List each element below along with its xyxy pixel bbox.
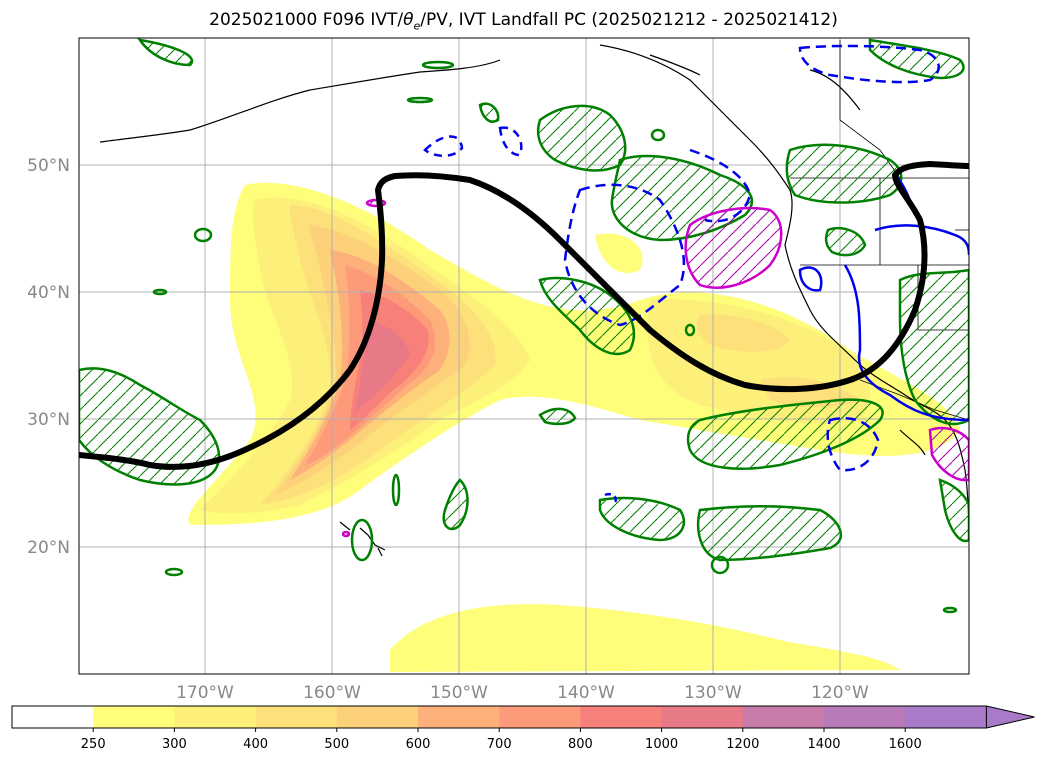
colorbar-segment (418, 706, 500, 728)
lat-label-40: 40°N (27, 283, 70, 303)
colorbar-segment (174, 706, 257, 728)
colorbar-tick-label: 1000 (645, 737, 678, 752)
colorbar-tick-label: 250 (81, 737, 106, 752)
title-theta-sub: e (413, 19, 421, 33)
title-rest: /PV, IVT Landfall PC (2025021212 - 20250… (420, 10, 838, 30)
map-frame (78, 37, 970, 675)
lon-label-140: 140°W (557, 683, 615, 703)
theta-positive (341, 198, 969, 538)
colorbar-tick-label: 1400 (807, 737, 840, 752)
lon-label-160: 160°W (303, 683, 361, 703)
colorbar-tick-label: 400 (243, 737, 268, 752)
colorbar-segment (12, 706, 94, 728)
lon-label-120: 120°W (811, 683, 869, 703)
plot-title: 2025021000 F096 IVT/θe/PV, IVT Landfall … (0, 10, 1047, 32)
colorbar-tick-label: 700 (487, 737, 512, 752)
colorbar-tick-label: 1600 (889, 737, 922, 752)
colorbar-tick-label: 800 (568, 737, 593, 752)
lat-label-30: 30°N (27, 410, 70, 430)
title-main: 2025021000 F096 IVT/ (209, 10, 404, 30)
colorbar-segment (336, 706, 419, 728)
colorbar-segment (824, 706, 906, 728)
ivt-shading (188, 182, 960, 672)
colorbar-tick-label: 300 (162, 737, 187, 752)
colorbar-segment (255, 706, 338, 728)
colorbar-segment (742, 706, 825, 728)
lat-labels: 50°N 40°N 30°N 20°N (27, 156, 70, 558)
colorbar-segment (93, 706, 175, 728)
colorbar-tick-label: 600 (406, 737, 431, 752)
colorbar-extend-arrow (985, 705, 1035, 729)
lon-label-170: 170°W (176, 683, 234, 703)
lon-label-130: 130°W (684, 683, 742, 703)
pc-contour (79, 160, 969, 470)
lat-label-20: 20°N (27, 538, 70, 558)
colorbar: 250 300 400 500 600 700 800 1000 1200 1400 1600 (11, 705, 1035, 752)
lon-labels: 170°W 160°W 150°W 140°W 130°W 120°W (176, 683, 869, 703)
pv-contours (79, 38, 969, 562)
lon-label-150: 150°W (430, 683, 488, 703)
colorbar-segment (661, 706, 744, 728)
colorbar-segment (499, 706, 581, 728)
pv-small (152, 60, 958, 614)
map-content (79, 38, 969, 674)
colorbar-tick-label: 500 (324, 737, 349, 752)
colorbar-segment (580, 706, 663, 728)
colorbar-tick-label: 1200 (726, 737, 759, 752)
title-theta: θ (403, 10, 414, 30)
lat-label-50: 50°N (27, 156, 70, 176)
colorbar-segment (905, 706, 987, 728)
